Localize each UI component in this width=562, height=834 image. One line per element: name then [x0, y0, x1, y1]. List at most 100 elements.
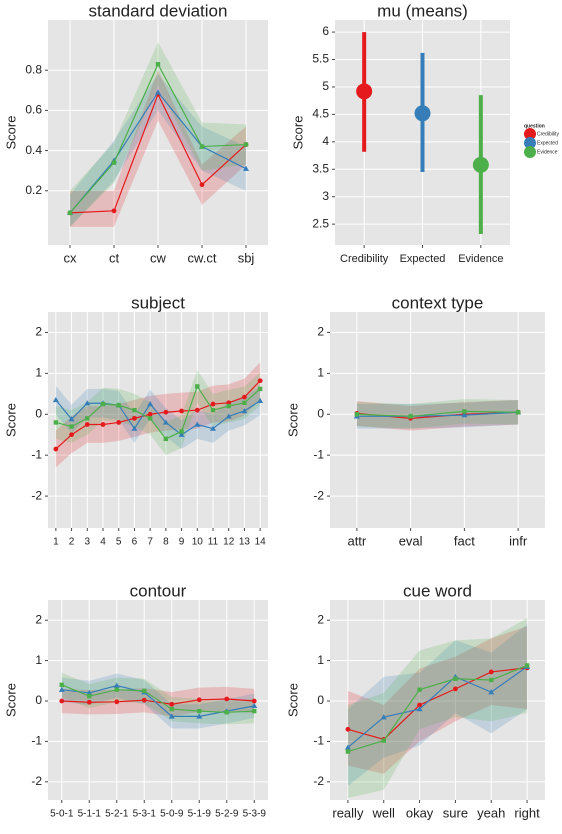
marker: [53, 420, 59, 425]
point: [414, 105, 431, 122]
marker: [226, 403, 231, 409]
marker: [68, 416, 75, 422]
marker: [196, 697, 202, 703]
y-tick-label: 6: [322, 24, 329, 38]
legend-key: [524, 146, 536, 158]
x-tick-label: 5-3-1: [133, 809, 157, 820]
y-axis-label: Score: [3, 683, 18, 717]
marker: [408, 414, 413, 419]
marker: [155, 61, 161, 67]
marker: [252, 708, 257, 714]
marker: [113, 682, 120, 688]
marker: [114, 699, 120, 705]
y-tick-label: 4.5: [312, 107, 329, 121]
y-tick-label: -2: [31, 774, 42, 788]
marker: [243, 142, 249, 147]
x-tick-label: cw: [150, 250, 167, 265]
y-tick-label: 2: [35, 612, 42, 626]
marker: [147, 411, 153, 417]
marker: [114, 687, 119, 692]
marker: [417, 687, 422, 692]
marker: [453, 676, 458, 681]
y-tick-label: 0: [317, 693, 324, 707]
marker: [488, 669, 494, 675]
marker: [417, 702, 422, 708]
marker: [225, 413, 232, 419]
marker: [168, 713, 175, 719]
y-tick-label: -1: [313, 734, 324, 748]
y-tick-label: 1: [317, 366, 324, 380]
x-tick-label: ct: [109, 250, 120, 265]
marker: [345, 726, 351, 732]
x-tick-label: Credibility: [340, 253, 389, 265]
marker: [116, 420, 122, 425]
marker: [84, 422, 90, 427]
x-tick-label: 5-3-9: [243, 809, 267, 820]
y-tick-label: 2: [35, 325, 42, 339]
y-tick-label: -2: [313, 488, 324, 502]
marker: [453, 686, 458, 692]
marker: [85, 416, 90, 421]
x-tick-label: attr: [347, 533, 366, 548]
legend-label: Evidence: [537, 149, 558, 155]
line: [356, 411, 519, 417]
marker: [251, 702, 258, 709]
line: [347, 667, 528, 741]
marker: [224, 710, 229, 715]
marker: [354, 412, 360, 417]
ribbon: [70, 42, 246, 227]
marker: [224, 696, 230, 702]
y-tick-label: -2: [313, 774, 324, 788]
marker: [132, 407, 137, 413]
y-axis-label: Score: [3, 116, 18, 150]
marker: [524, 663, 530, 668]
y-tick-label: -2: [31, 488, 42, 502]
x-tick-label: 3: [85, 537, 91, 548]
x-tick-label: well: [372, 805, 396, 820]
marker: [210, 407, 216, 413]
y-tick-label: 0: [317, 406, 324, 420]
x-tick-label: 5-0-9: [160, 809, 184, 820]
y-tick-label: -1: [31, 447, 42, 461]
marker: [194, 421, 201, 427]
line: [55, 385, 261, 440]
x-tick-label: eval: [399, 533, 423, 548]
marker: [86, 699, 92, 705]
line: [61, 684, 255, 713]
x-tick-label: 10: [192, 537, 204, 548]
y-tick-label: 0.4: [25, 143, 42, 157]
legend-label: Credibility: [537, 131, 559, 137]
marker: [345, 749, 351, 754]
chart-title: cue word: [403, 581, 472, 600]
marker: [163, 409, 169, 415]
legend-key: [524, 128, 536, 140]
ribbon: [55, 362, 261, 468]
y-tick-label: 2: [317, 325, 324, 339]
marker: [131, 425, 138, 431]
ribbon: [347, 618, 528, 798]
marker: [381, 738, 386, 743]
x-tick-label: 12: [223, 537, 235, 548]
chart-title: context type: [392, 293, 484, 312]
y-tick-label: 0.2: [25, 183, 42, 197]
x-tick-label: yeah: [477, 805, 505, 820]
legend-title: question: [524, 123, 545, 129]
plot-background: [330, 312, 545, 528]
line: [61, 698, 255, 705]
marker: [210, 401, 216, 407]
marker: [111, 160, 117, 165]
y-tick-label: -1: [31, 734, 42, 748]
marker: [53, 446, 59, 452]
x-tick-label: okay: [406, 805, 434, 820]
point: [356, 83, 373, 100]
y-tick-label: 3.5: [312, 161, 329, 175]
chart-title: standard deviation: [89, 1, 228, 20]
ribbon: [347, 626, 528, 774]
marker: [132, 415, 137, 421]
x-tick-label: sbj: [238, 250, 255, 265]
marker: [69, 432, 74, 438]
marker: [515, 410, 521, 415]
marker: [52, 396, 59, 403]
x-tick-label: 11: [208, 537, 219, 548]
